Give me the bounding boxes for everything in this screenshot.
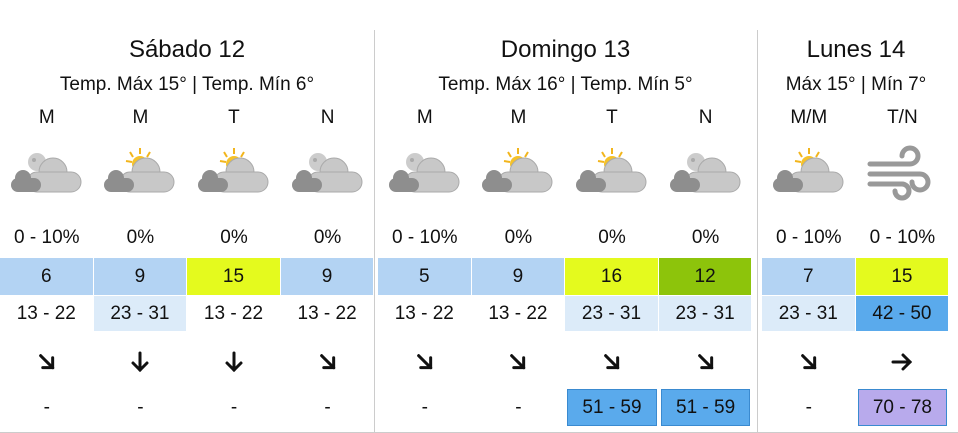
precipitation: 0 - 10%: [392, 227, 458, 248]
wind-speed: 13 - 22: [281, 296, 375, 331]
wind-speed: 23 - 31: [658, 296, 753, 331]
weather-icon: [772, 148, 844, 193]
wind-gust: 51 - 59: [567, 389, 657, 426]
temperature: 15: [187, 258, 281, 295]
wind-gust: -: [43, 396, 50, 418]
period-label: M: [38, 107, 55, 128]
period-label: M: [416, 107, 433, 128]
period-label: N: [320, 107, 335, 128]
weather-icon: [10, 153, 82, 193]
precipitation: 0 - 10%: [776, 227, 842, 248]
wind-speed: 23 - 31: [93, 296, 188, 331]
precipitation: 0%: [126, 227, 155, 248]
temperature: 6: [0, 258, 94, 295]
wind-gust: -: [324, 396, 331, 418]
wind-speed: 13 - 22: [378, 296, 472, 331]
period-label: N: [698, 107, 713, 128]
wind-gust: -: [515, 396, 522, 418]
wind-arrow: [416, 354, 432, 370]
temperature: 7: [762, 258, 856, 295]
wind-gust: -: [805, 396, 812, 418]
wind-speed: 23 - 31: [762, 296, 856, 331]
precipitation: 0%: [220, 227, 248, 248]
period-label: T/N: [887, 107, 918, 128]
day-title: Sábado 12: [128, 36, 246, 63]
day-subtitle: Máx 15° | Mín 7°: [785, 74, 927, 95]
wind-gust: 51 - 59: [660, 389, 751, 426]
wind-arrow: [697, 354, 713, 370]
weather-icon: [198, 148, 269, 193]
temperature: 9: [471, 258, 566, 295]
period-label: M: [510, 107, 527, 128]
precipitation: 0%: [691, 227, 720, 248]
wind-arrow: [38, 354, 54, 370]
wind-speed: 13 - 22: [187, 296, 281, 331]
temperature: 5: [378, 258, 472, 295]
day-title: Domingo 13: [500, 36, 631, 63]
temperature: 12: [658, 258, 753, 295]
precipitation: 0 - 10%: [14, 227, 80, 248]
wind-speed: 23 - 31: [565, 296, 659, 331]
weather-icon: [867, 145, 931, 201]
weather-icon: [576, 148, 647, 193]
wind-gust: -: [230, 396, 238, 418]
wind-arrow: [604, 354, 620, 370]
wind-gust: -: [137, 396, 144, 418]
wind-speed: 42 - 50: [855, 296, 950, 331]
period-label: T: [606, 107, 618, 128]
wind-arrow: [800, 354, 816, 370]
weather-icon: [291, 153, 363, 193]
wind-arrow: [510, 354, 526, 370]
wind-gust: -: [421, 396, 428, 418]
wind-speed: 13 - 22: [472, 296, 566, 331]
precipitation: 0%: [504, 227, 533, 248]
separator: [374, 30, 375, 433]
weather-icon: [388, 153, 460, 193]
precipitation: 0%: [598, 227, 626, 248]
day-subtitle: Temp. Máx 15° | Temp. Mín 6°: [59, 74, 315, 95]
weather-icon: [482, 148, 553, 193]
wind-speed: 13 - 22: [0, 296, 94, 331]
weather-icon: [104, 148, 175, 193]
temperature: 15: [855, 258, 950, 295]
wind-arrow: [319, 354, 335, 370]
temperature: 16: [565, 258, 659, 295]
precipitation: 0%: [313, 227, 342, 248]
precipitation: 0 - 10%: [869, 227, 936, 248]
period-label: M/M: [790, 107, 828, 128]
wind-arrow: [225, 351, 243, 373]
wind-arrow: [131, 351, 149, 373]
period-label: M: [132, 107, 149, 128]
day-subtitle: Temp. Máx 16° | Temp. Mín 5°: [438, 74, 693, 95]
wind-arrow: [891, 353, 913, 371]
temperature: 9: [280, 258, 375, 295]
separator: [757, 30, 758, 433]
day-title: Lunes 14: [806, 36, 906, 63]
temperature: 9: [93, 258, 188, 295]
period-label: T: [228, 107, 240, 128]
weather-icon: [669, 153, 741, 193]
wind-gust: 70 - 78: [857, 389, 948, 426]
